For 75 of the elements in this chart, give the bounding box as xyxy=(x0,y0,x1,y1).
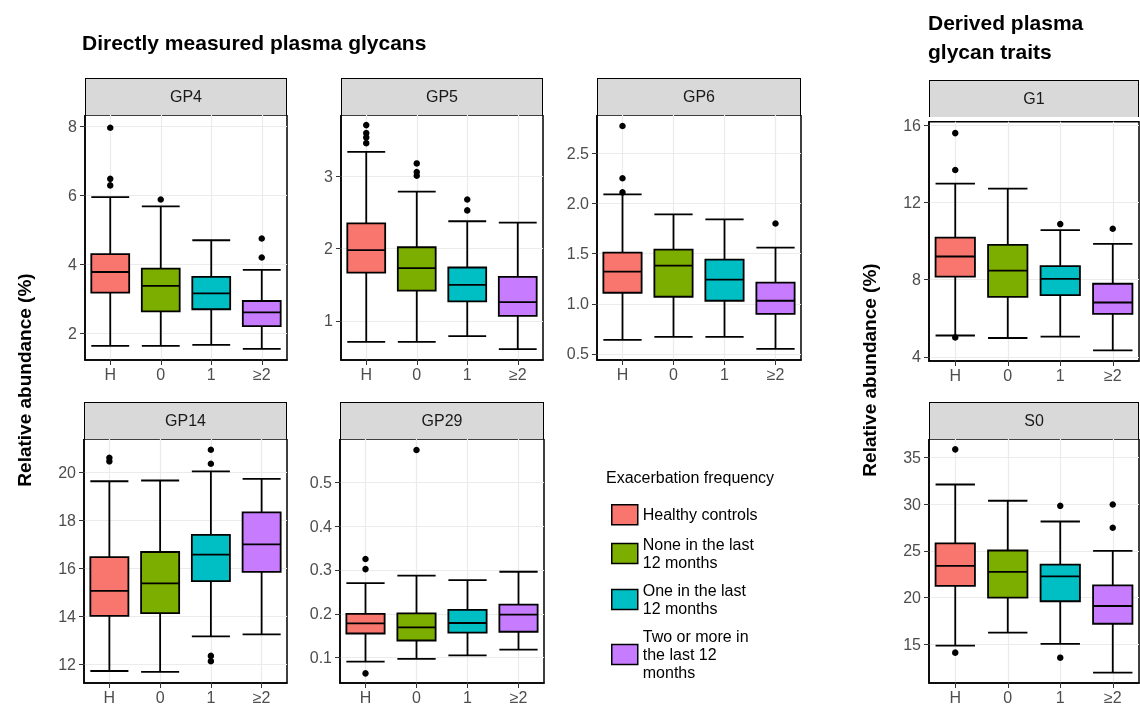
x-tick-label: 1 xyxy=(206,688,216,706)
legend-label: None in the last 12 months xyxy=(642,536,759,571)
chart-title: GP5 xyxy=(341,78,543,115)
y-tick-label: 2 xyxy=(324,240,334,258)
legend-label: One in the last 12 months xyxy=(642,582,751,617)
x-tick-label: ≥2 xyxy=(1103,366,1122,384)
x-tick-label: 1 xyxy=(206,365,216,383)
x-tick-label: H xyxy=(360,365,373,383)
y-tick-label: 16 xyxy=(58,559,77,577)
x-tick-label: 0 xyxy=(1003,366,1013,384)
text: Derived plasma glycan traits xyxy=(928,10,1085,65)
chart-title: GP6 xyxy=(597,78,801,115)
y-tick-label: 12 xyxy=(58,655,77,673)
chart-title: GP14 xyxy=(84,402,287,439)
y-tick-label: 20 xyxy=(903,589,922,607)
x-tick-label: ≥2 xyxy=(252,688,271,706)
y-tick-label: 4 xyxy=(68,255,78,273)
x-tick-label: H xyxy=(949,366,962,384)
y-tick-label: 2.0 xyxy=(566,194,590,212)
y-axis-title: Relative abundance (%) xyxy=(859,263,881,477)
y-tick-label: 0.4 xyxy=(309,517,333,535)
y-tick-label: 2.5 xyxy=(566,144,590,162)
x-tick-label: 0 xyxy=(156,365,166,383)
y-tick-label: 18 xyxy=(58,511,77,529)
y-tick-label: 25 xyxy=(903,542,922,560)
x-tick-label: 0 xyxy=(669,365,679,383)
x-tick-label: 1 xyxy=(462,365,472,383)
y-tick-label: 0.3 xyxy=(309,561,333,579)
y-tick-label: 0.2 xyxy=(309,605,333,623)
x-tick-label: H xyxy=(104,365,117,383)
y-tick-label: 6 xyxy=(68,186,78,204)
legend-label: Healthy controls xyxy=(642,506,758,524)
chart-title: S0 xyxy=(929,402,1139,439)
y-tick-label: 15 xyxy=(903,635,922,653)
y-tick-label: 1.5 xyxy=(566,245,590,263)
y-tick-label: 2 xyxy=(68,324,78,342)
y-tick-label: 16 xyxy=(903,116,922,134)
y-axis-title: Relative abundance (%) xyxy=(14,273,36,487)
x-tick-label: H xyxy=(103,688,116,706)
x-tick-label: H xyxy=(949,688,962,706)
y-tick-label: 0.5 xyxy=(309,473,333,491)
x-tick-label: 1 xyxy=(463,688,473,706)
chart-title: GP29 xyxy=(340,402,544,439)
y-tick-label: 0.1 xyxy=(309,649,333,667)
chart-title: G1 xyxy=(929,80,1139,117)
y-tick-label: 8 xyxy=(68,117,78,135)
x-tick-label: 0 xyxy=(412,688,422,706)
y-tick-label: 14 xyxy=(58,607,77,625)
y-tick-label: 1 xyxy=(324,312,334,330)
x-tick-label: 1 xyxy=(1055,688,1065,706)
x-tick-label: ≥2 xyxy=(1103,688,1122,706)
y-tick-label: 8 xyxy=(912,271,922,288)
x-tick-label: 0 xyxy=(412,365,422,383)
x-tick-label: ≥2 xyxy=(509,688,528,706)
x-tick-label: ≥2 xyxy=(252,365,271,383)
legend-title: Exacerbation frequency xyxy=(606,468,775,486)
y-tick-label: 30 xyxy=(903,495,922,513)
x-tick-label: H xyxy=(359,688,372,706)
x-tick-label: H xyxy=(616,365,629,383)
y-tick-label: 20 xyxy=(58,463,77,481)
x-tick-label: 0 xyxy=(1003,688,1013,706)
y-tick-label: 1.0 xyxy=(566,295,590,313)
y-tick-label: 3 xyxy=(324,167,334,185)
y-tick-label: 12 xyxy=(903,193,922,211)
y-tick-label: 35 xyxy=(903,448,922,466)
legend-label: Two or more in the last 12 months xyxy=(642,628,754,681)
x-tick-label: 1 xyxy=(720,365,730,383)
x-tick-label: 1 xyxy=(1055,366,1065,384)
x-tick-label: ≥2 xyxy=(766,365,785,383)
x-tick-label: 0 xyxy=(155,688,165,706)
y-tick-label: 0.5 xyxy=(566,345,590,363)
text: Directly measured plasma glycans xyxy=(82,30,428,56)
chart-title: GP4 xyxy=(85,78,287,115)
x-tick-label: ≥2 xyxy=(508,365,527,383)
y-tick-label: 4 xyxy=(912,348,922,366)
